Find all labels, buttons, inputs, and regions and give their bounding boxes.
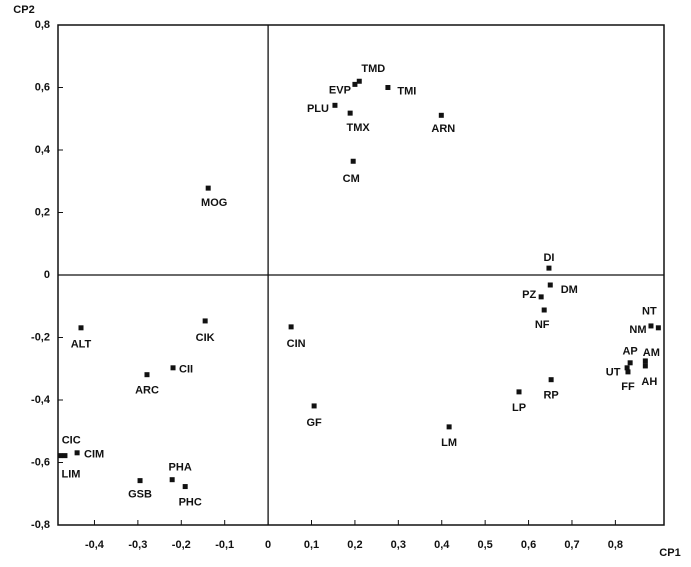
y-tick-label: -0,4 xyxy=(31,394,51,406)
point-label: RP xyxy=(543,390,558,402)
x-tick-label: -0,2 xyxy=(172,539,191,551)
point xyxy=(642,363,648,369)
point-label: LM xyxy=(441,437,457,449)
point-label: AM xyxy=(643,347,660,359)
point xyxy=(624,365,630,371)
point xyxy=(62,453,68,459)
point xyxy=(137,478,143,484)
point-label: LIM xyxy=(61,469,80,481)
point xyxy=(385,85,391,90)
x-tick-label: 0,6 xyxy=(521,539,536,551)
point xyxy=(205,185,211,191)
point xyxy=(627,360,633,366)
point-label: FF xyxy=(621,381,635,393)
y-tick-label: -0,2 xyxy=(31,331,50,343)
point-label: CM xyxy=(343,173,360,185)
x-tick-label: 0,1 xyxy=(304,539,319,551)
point xyxy=(547,282,553,288)
point-label: CII xyxy=(179,364,193,376)
point-label: GF xyxy=(306,417,322,429)
y-tick-label: -0,6 xyxy=(31,456,50,468)
point-label: MOG xyxy=(201,197,227,209)
x-axis-label: CP1 xyxy=(659,547,680,559)
x-tick-label: 0,5 xyxy=(478,539,493,551)
point-label: ALT xyxy=(71,339,92,351)
point xyxy=(438,112,444,118)
y-tick-label: 0,4 xyxy=(35,144,51,156)
point-label: ARC xyxy=(135,385,159,397)
point xyxy=(548,377,554,383)
point xyxy=(202,318,208,324)
y-tick-label: 0,6 xyxy=(35,81,50,93)
point-label: DI xyxy=(543,252,554,264)
point xyxy=(648,323,654,329)
point-label: PZ xyxy=(522,289,536,301)
y-tick-label: 0 xyxy=(44,269,50,281)
point-label: CIN xyxy=(287,338,306,350)
y-tick-label: 0,8 xyxy=(35,19,50,31)
y-tick-label: 0,2 xyxy=(35,206,50,218)
x-tick-label: 0,7 xyxy=(564,539,579,551)
x-tick-label: 0,2 xyxy=(347,539,362,551)
point-label: DM xyxy=(561,284,578,296)
point xyxy=(625,369,631,375)
point-label: CIC xyxy=(62,435,81,447)
point-label: GSB xyxy=(128,489,152,501)
point xyxy=(74,450,80,456)
point xyxy=(311,403,317,409)
point-label: TMI xyxy=(397,85,416,97)
point xyxy=(78,325,84,331)
y-axis-label: CP2 xyxy=(13,4,34,16)
point-label: UT xyxy=(606,367,621,379)
point xyxy=(169,477,175,483)
point-label: PHC xyxy=(179,496,202,508)
point-label: CIK xyxy=(196,332,215,344)
point xyxy=(352,81,358,87)
point xyxy=(144,372,150,378)
point xyxy=(332,102,338,108)
point xyxy=(350,158,356,164)
point xyxy=(516,389,522,395)
x-tick-label: -0,3 xyxy=(128,539,147,551)
x-tick-label: 0,8 xyxy=(608,539,623,551)
point xyxy=(288,324,294,330)
point-label: PHA xyxy=(169,462,192,474)
x-tick-label: -0,4 xyxy=(85,539,105,551)
x-tick-label: -0,1 xyxy=(215,539,234,551)
point xyxy=(642,358,648,364)
point-label: PLU xyxy=(307,103,329,115)
point-label: NM xyxy=(629,324,646,336)
point xyxy=(538,294,544,300)
point-label: NT xyxy=(642,306,657,318)
point-label: AH xyxy=(641,376,657,388)
x-tick-label: 0,3 xyxy=(391,539,406,551)
point-label: LP xyxy=(512,402,526,414)
x-tick-label: 0 xyxy=(265,539,271,551)
point-label: CIM xyxy=(84,449,104,461)
point-label: ARN xyxy=(431,123,455,135)
point-label: EVP xyxy=(329,84,351,96)
point xyxy=(655,325,661,331)
point xyxy=(356,78,362,84)
point-label: NF xyxy=(535,319,550,331)
point xyxy=(57,453,63,459)
point xyxy=(347,110,353,116)
point xyxy=(182,484,188,490)
x-tick-label: 0,4 xyxy=(434,539,450,551)
point-label: TMX xyxy=(347,122,371,134)
point xyxy=(546,265,552,271)
point-label: TMD xyxy=(361,63,385,75)
point xyxy=(170,365,176,371)
point xyxy=(446,424,452,430)
point-label: AP xyxy=(622,346,637,358)
y-tick-label: -0,8 xyxy=(31,519,50,531)
point xyxy=(541,307,547,313)
